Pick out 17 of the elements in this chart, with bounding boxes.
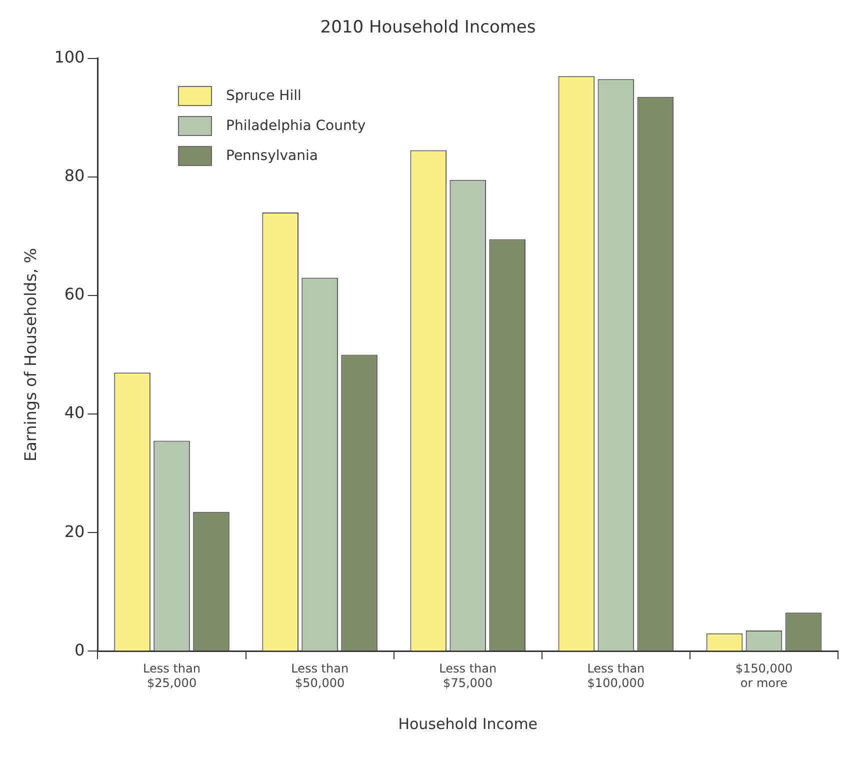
y-tick-label: 20	[64, 522, 85, 541]
legend-label: Philadelphia County	[226, 118, 366, 134]
y-axis-title: Earnings of Households, %	[20, 248, 40, 462]
x-tick-label: Less than $75,000	[439, 662, 497, 690]
y-tick-label: 0	[74, 640, 85, 660]
x-tick-label: Less than $100,000	[587, 662, 645, 690]
y-tick-label: 40	[64, 403, 85, 422]
x-tick-label: Less than $50,000	[291, 662, 349, 690]
y-tick-label: 60	[64, 284, 85, 304]
y-tick-label: 80	[64, 166, 85, 186]
x-tick-label: Less than $25,000	[143, 662, 200, 690]
legend-label: Pennsylvania	[226, 148, 318, 164]
x-axis-title: Household Income	[398, 714, 538, 733]
y-tick-label: 100	[54, 48, 85, 67]
legend-label: Spruce Hill	[226, 88, 302, 104]
chart-title: 2010 Household Incomes	[320, 18, 536, 38]
x-tick-label: $150,000 or more	[735, 662, 793, 690]
